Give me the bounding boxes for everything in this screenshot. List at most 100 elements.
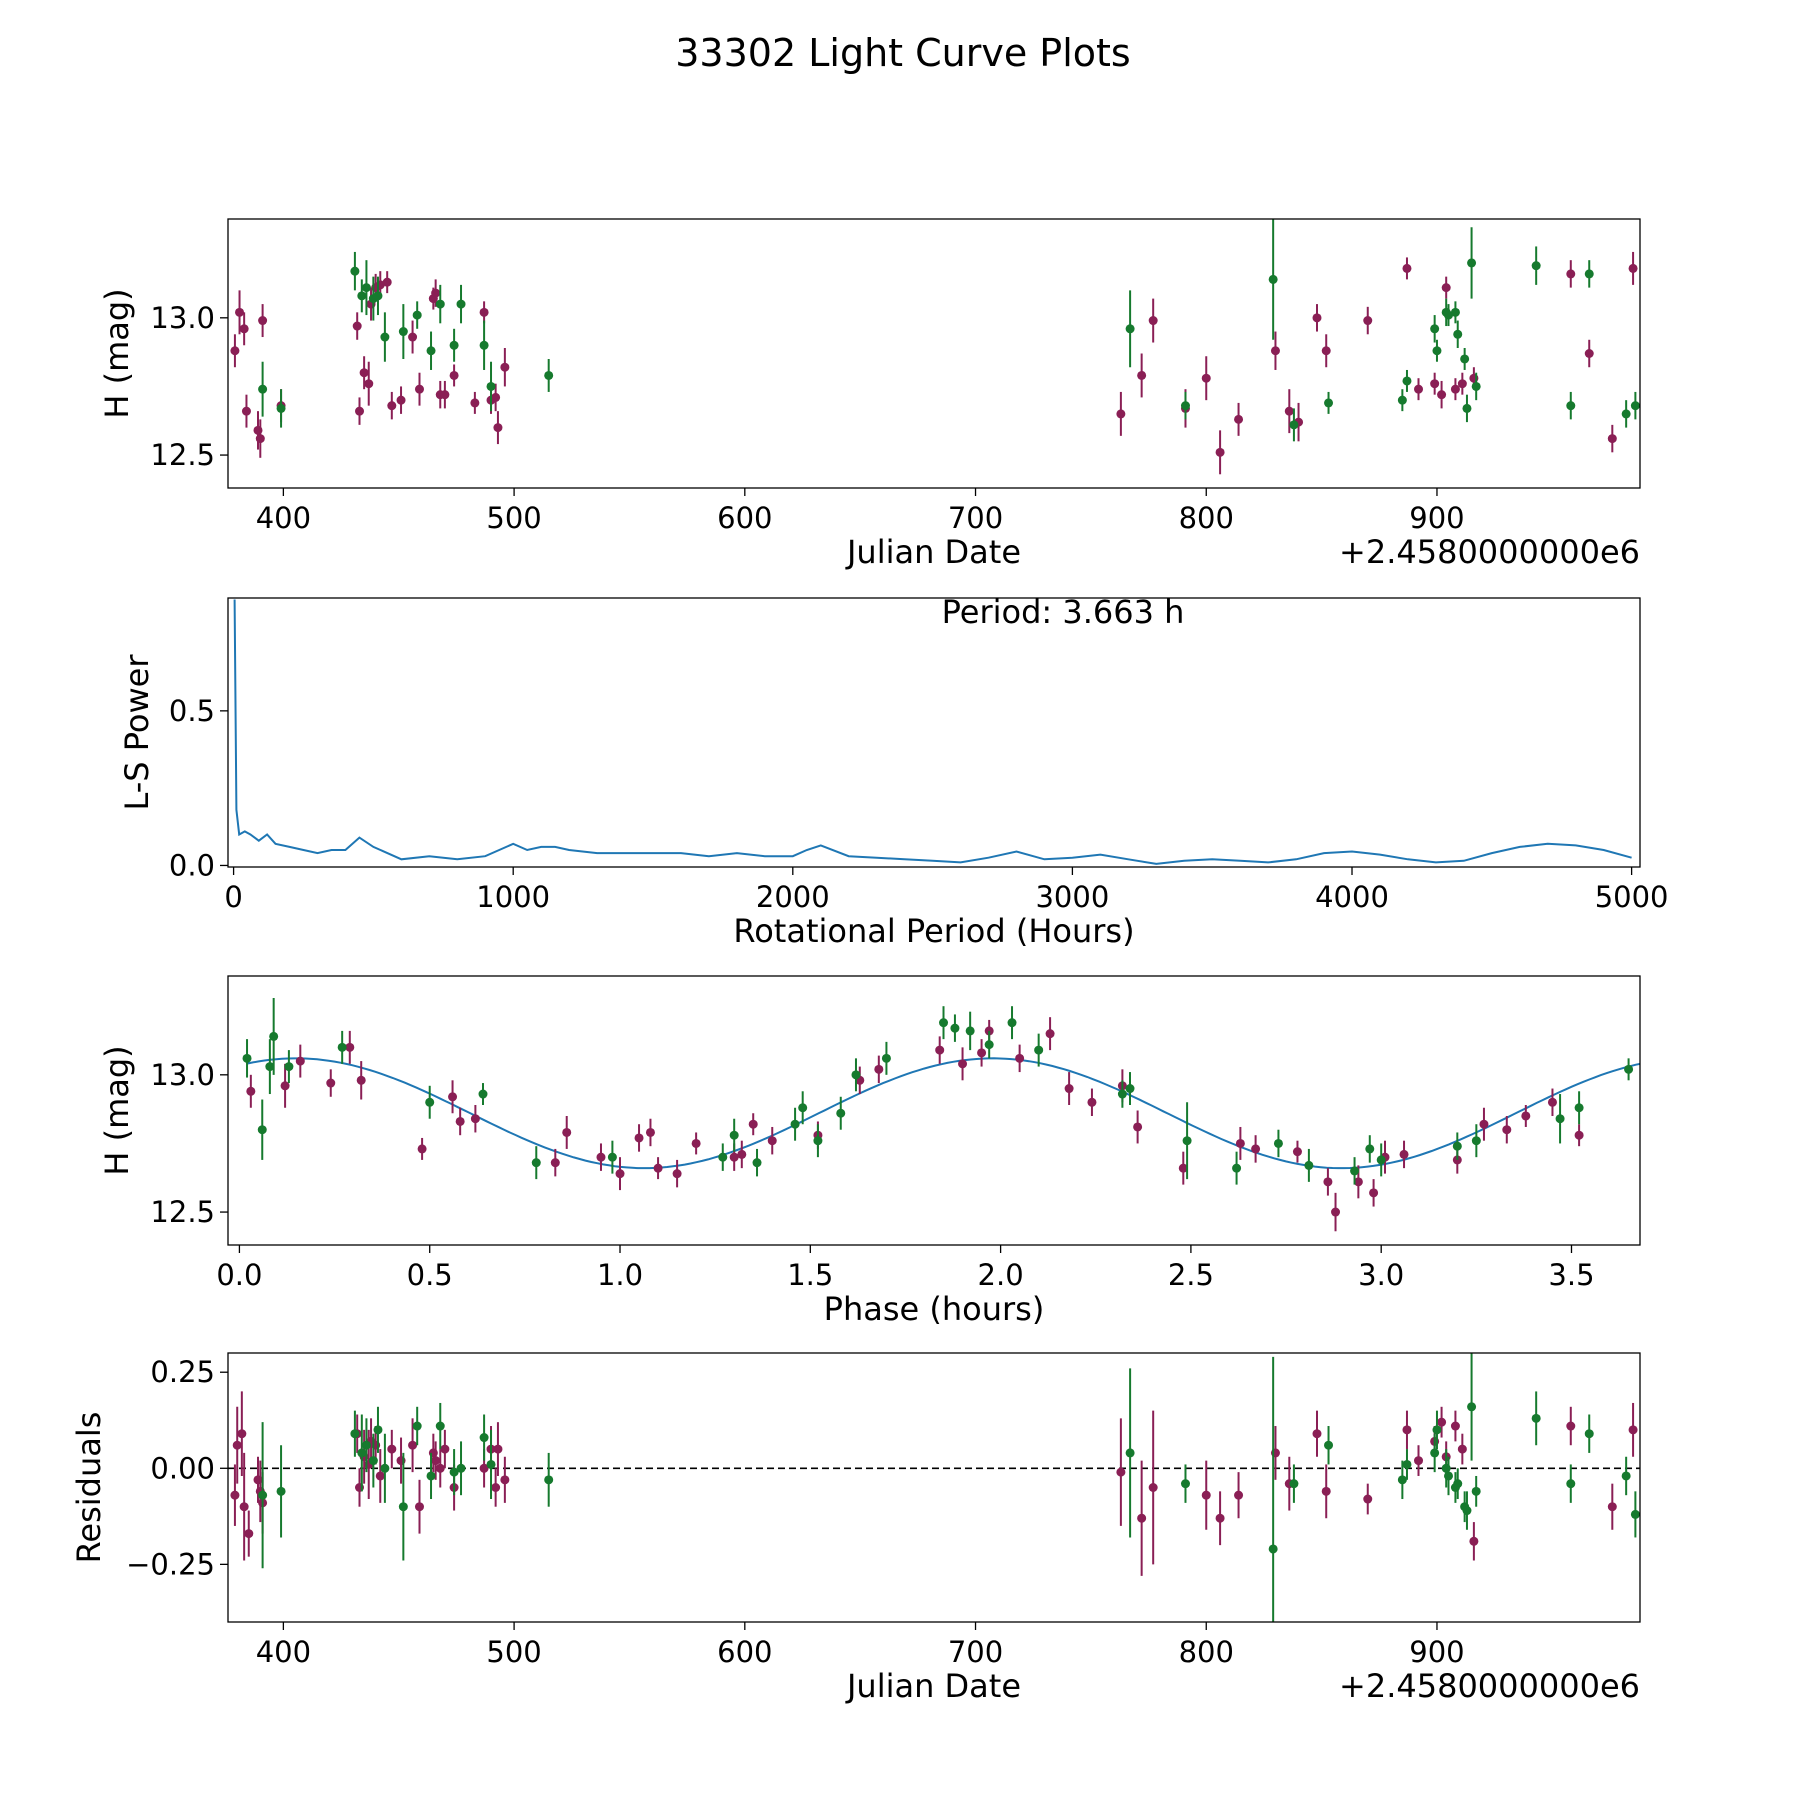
panel-residuals: 400 500 600 700 800 900 0.25 0.00 −0.25 Julian D… bbox=[70, 1352, 1641, 1705]
phasefold-xtick-label: 0.0 bbox=[216, 1258, 262, 1292]
residuals-point-g bbox=[1268, 1544, 1278, 1554]
residuals-point-o bbox=[1321, 1486, 1331, 1496]
phasefold-point-o bbox=[1479, 1119, 1489, 1129]
phasefold-point-o bbox=[1399, 1149, 1409, 1159]
lightcurve-point-g bbox=[1462, 403, 1472, 413]
residuals-point-o bbox=[431, 1456, 441, 1466]
lightcurve-point-g bbox=[1450, 307, 1460, 317]
lightcurve-point-o bbox=[1363, 316, 1373, 326]
lightcurve-xtick-label: 600 bbox=[717, 501, 772, 535]
residuals-point-o bbox=[1116, 1467, 1126, 1477]
periodogram-xtick-label: 5000 bbox=[1595, 880, 1669, 914]
periodogram-xtick-label: 4000 bbox=[1315, 880, 1389, 914]
residuals-point-g bbox=[1444, 1471, 1454, 1481]
phasefold-point-g bbox=[984, 1040, 994, 1050]
phasefold-xtick-label: 2.0 bbox=[978, 1258, 1024, 1292]
lightcurve-point-g bbox=[1430, 324, 1440, 334]
lightcurve-point-o bbox=[1457, 379, 1467, 389]
lightcurve-ylabel: H (mag) bbox=[98, 288, 136, 418]
lightcurve-point-o bbox=[414, 384, 424, 394]
lightcurve-offset-label: +2.4580000000e6 bbox=[1339, 533, 1640, 571]
phasefold-point-g bbox=[950, 1023, 960, 1033]
residuals-point-o bbox=[1137, 1513, 1147, 1523]
residuals-point-g bbox=[350, 1429, 360, 1439]
residuals-point-g bbox=[1531, 1413, 1541, 1423]
phasefold-xtick-label: 1.5 bbox=[787, 1258, 833, 1292]
lightcurve-point-o bbox=[1215, 447, 1225, 457]
lightcurve-point-o bbox=[382, 277, 392, 287]
lightcurve-point-g bbox=[1471, 381, 1481, 391]
lightcurve-xtick-label: 700 bbox=[948, 501, 1003, 535]
lightcurve-point-o bbox=[1584, 349, 1594, 358]
lightcurve-point-g bbox=[373, 291, 383, 301]
residuals-point-o bbox=[1450, 1421, 1460, 1431]
residuals-xtick-label: 700 bbox=[948, 1635, 1003, 1669]
lightcurve-point-g bbox=[1460, 354, 1470, 364]
periodogram-power-line bbox=[233, 599, 1632, 865]
phasefold-point-o bbox=[874, 1064, 884, 1074]
residuals-point-g bbox=[258, 1490, 268, 1500]
phasefold-point-g bbox=[242, 1053, 252, 1063]
residuals-point-g bbox=[398, 1502, 408, 1512]
lightcurve-point-o bbox=[440, 390, 450, 400]
lightcurve-point-g bbox=[1566, 401, 1576, 411]
lightcurve-point-o bbox=[1234, 414, 1244, 424]
phasefold-point-o bbox=[246, 1086, 256, 1096]
lightcurve-point-g bbox=[456, 299, 466, 309]
lightcurve-point-o bbox=[1137, 370, 1147, 380]
residuals-point-g bbox=[1402, 1459, 1412, 1469]
phasefold-point-o bbox=[935, 1045, 945, 1055]
lightcurve-point-g bbox=[1289, 420, 1299, 430]
residuals-point-o bbox=[493, 1444, 503, 1454]
lightcurve-point-o bbox=[1441, 283, 1451, 293]
lightcurve-point-g bbox=[1180, 401, 1190, 411]
lightcurve-point-g bbox=[1467, 258, 1477, 268]
phasefold-point-g bbox=[752, 1158, 762, 1168]
residuals-ytick-label: 0.25 bbox=[150, 1355, 215, 1389]
lightcurve-point-g bbox=[1621, 409, 1631, 419]
lightcurve-point-g bbox=[398, 327, 408, 337]
residuals-point-g bbox=[1289, 1479, 1299, 1489]
lightcurve-point-g bbox=[1630, 401, 1640, 411]
residuals-point-o bbox=[1312, 1429, 1322, 1439]
lightcurve-point-o bbox=[396, 395, 406, 405]
residuals-point-o bbox=[1234, 1490, 1244, 1500]
phasefold-point-g bbox=[790, 1119, 800, 1129]
lightcurve-point-o bbox=[1566, 269, 1576, 279]
phasefold-xtick-label: 3.0 bbox=[1358, 1258, 1404, 1292]
lightcurve-point-g bbox=[426, 346, 436, 356]
residuals-point-g bbox=[426, 1471, 436, 1481]
phasefold-point-g bbox=[1232, 1163, 1242, 1173]
lightcurve-xtick-label: 800 bbox=[1179, 501, 1234, 535]
phasefold-point-g bbox=[1125, 1084, 1135, 1094]
residuals-xtick-label: 600 bbox=[717, 1635, 772, 1669]
phasefold-point-g bbox=[284, 1062, 294, 1072]
residuals-point-o bbox=[230, 1490, 240, 1500]
residuals-point-g bbox=[361, 1440, 371, 1450]
residuals-point-g bbox=[486, 1459, 496, 1469]
residuals-point-g bbox=[1324, 1440, 1334, 1450]
phasefold-point-o bbox=[748, 1119, 758, 1129]
phasefold-point-o bbox=[1369, 1188, 1379, 1198]
lightcurve-point-g bbox=[544, 370, 554, 380]
residuals-ytick-label: 0.00 bbox=[150, 1451, 215, 1485]
periodogram-xtick-label: 2000 bbox=[756, 880, 830, 914]
lightcurve-point-g bbox=[1324, 398, 1334, 408]
phasefold-point-g bbox=[813, 1136, 823, 1146]
residuals-point-o bbox=[479, 1463, 489, 1473]
phasefold-point-o bbox=[280, 1081, 290, 1091]
phasefold-point-g bbox=[531, 1158, 541, 1168]
phasefold-point-g bbox=[965, 1026, 975, 1036]
phasefold-point-o bbox=[958, 1059, 968, 1069]
lightcurve-xtick-label: 900 bbox=[1409, 501, 1464, 535]
lightcurve-point-o bbox=[1116, 409, 1126, 419]
lightcurve-point-g bbox=[412, 310, 422, 320]
phasefold-xtick-label: 2.5 bbox=[1168, 1258, 1214, 1292]
phasefold-point-o bbox=[417, 1144, 427, 1154]
phasefold-point-g bbox=[1350, 1166, 1360, 1176]
phasefold-axes-frame bbox=[227, 975, 1641, 1246]
phasefold-point-g bbox=[881, 1053, 891, 1063]
lightcurve-point-o bbox=[1450, 384, 1460, 394]
residuals-point-g bbox=[380, 1463, 390, 1473]
lightcurve-point-o bbox=[364, 379, 374, 389]
